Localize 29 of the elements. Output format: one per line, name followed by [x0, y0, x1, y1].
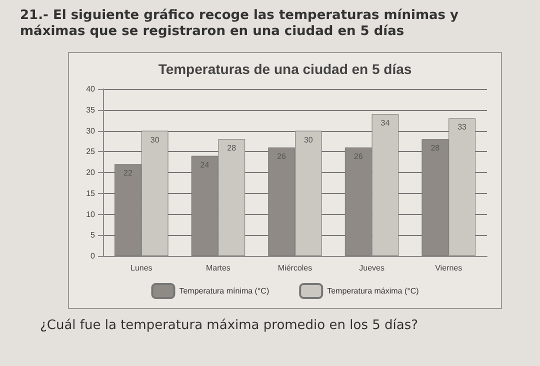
- y-tick-label: 35: [86, 105, 96, 114]
- legend-label: Temperatura máxima (°C): [327, 286, 420, 296]
- y-tick-label: 10: [86, 210, 96, 219]
- y-tick-label: 20: [86, 168, 96, 177]
- y-tick-label: 15: [86, 188, 96, 198]
- x-tick-label: Lunes: [130, 264, 152, 272]
- y-tick-label: 30: [86, 126, 96, 136]
- data-label: 28: [227, 144, 237, 153]
- data-label: 30: [304, 135, 314, 144]
- data-label: 34: [380, 118, 390, 128]
- legend-label: Temperatura mínima (°C): [179, 286, 270, 296]
- text: ¿Cuál fue la temperatura máxima promedio en los 5 días?: [40, 318, 420, 333]
- data-label: 26: [354, 152, 364, 161]
- x-tick-label: Jueves: [359, 264, 384, 272]
- data-label: 28: [430, 144, 440, 153]
- text: 21.- El siguiente gráfico recoge las temperaturas mínimas y máximas que se registraron en una ciudad en 5 días: [20, 8, 460, 40]
- y-tick-label: 0: [90, 252, 96, 260]
- data-label: 33: [458, 122, 468, 132]
- y-tick-label: 25: [86, 147, 96, 156]
- y-tick-label: 5: [90, 230, 96, 240]
- data-label: 24: [200, 160, 210, 170]
- data-label: 30: [150, 135, 160, 144]
- x-tick-label: Miércoles: [278, 264, 312, 272]
- x-tick-label: Martes: [206, 264, 230, 272]
- chart-title: Temperaturas de una ciudad en 5 días: [158, 61, 412, 77]
- data-label: 26: [277, 152, 287, 161]
- data-label: 22: [124, 168, 133, 178]
- x-tick-label: Viernes: [435, 264, 462, 272]
- y-tick-label: 40: [86, 84, 96, 94]
